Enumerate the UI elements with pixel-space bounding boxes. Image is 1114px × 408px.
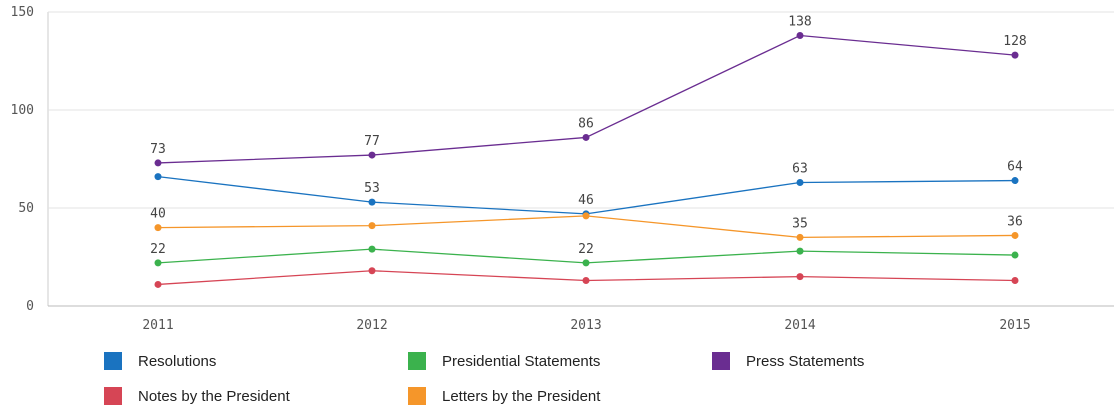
data-point-notes-by-the-president[interactable] (796, 273, 804, 281)
x-tick-label: 2012 (356, 318, 387, 333)
data-point-presidential-statements[interactable] (368, 245, 376, 253)
series-press-statements (154, 32, 1019, 167)
data-point-presidential-statements[interactable] (796, 247, 804, 255)
data-point-letters-by-the-president[interactable] (582, 212, 590, 220)
data-label-resolutions: 46 (578, 193, 594, 208)
legend-label: Presidential Statements (442, 352, 601, 370)
y-tick-label: 50 (18, 201, 34, 216)
data-point-press-statements[interactable] (154, 159, 162, 167)
data-point-notes-by-the-president[interactable] (154, 280, 162, 288)
y-axis-ticks: 0 50 100 150 (11, 5, 34, 314)
data-label-letters-by-the-president: 35 (792, 216, 808, 231)
x-tick-label: 2014 (784, 318, 815, 333)
legend-swatch (408, 387, 426, 405)
data-point-press-statements[interactable] (796, 32, 804, 40)
gridlines (47, 11, 1114, 307)
data-point-press-statements[interactable] (582, 133, 590, 141)
x-tick-label: 2015 (999, 318, 1030, 333)
data-point-letters-by-the-president[interactable] (796, 233, 804, 241)
legend-item-presidential-statements[interactable]: Presidential Statements (408, 351, 600, 371)
legend-item-notes-by-the-president[interactable]: Notes by the President (104, 386, 290, 406)
series-letters-by-the-president (154, 212, 1019, 241)
x-tick-label: 2011 (142, 318, 173, 333)
data-labels: 53 46 63 64 22 22 73 77 86 138 128 40 35 36 (150, 15, 1027, 257)
data-point-resolutions[interactable] (368, 198, 376, 206)
data-label-press-statements: 128 (1003, 34, 1026, 49)
legend-label: Resolutions (138, 352, 217, 370)
data-label-letters-by-the-president: 40 (150, 207, 166, 222)
line-chart: 0 50 100 150 2011 2012 2013 2014 2015 53 46 63 64 2… (11, 5, 1114, 333)
data-label-resolutions: 53 (364, 181, 380, 196)
series-lines (154, 32, 1019, 288)
data-label-press-statements: 73 (150, 142, 166, 157)
data-point-resolutions[interactable] (1011, 177, 1019, 185)
data-label-letters-by-the-president: 36 (1007, 214, 1023, 229)
data-label-press-statements: 86 (578, 116, 594, 131)
data-point-resolutions[interactable] (154, 173, 162, 181)
data-point-letters-by-the-president[interactable] (368, 222, 376, 230)
series-notes-by-the-president (154, 267, 1019, 288)
series-line-press-statements (157, 34, 1016, 164)
legend-swatch (712, 352, 730, 370)
data-point-presidential-statements[interactable] (582, 259, 590, 267)
data-label-press-statements: 77 (364, 134, 380, 149)
data-label-presidential-statements: 22 (150, 242, 166, 257)
legend-swatch (104, 352, 122, 370)
data-point-notes-by-the-president[interactable] (368, 267, 376, 275)
legend-label: Letters by the President (442, 387, 601, 405)
legend-swatch (104, 387, 122, 405)
data-label-press-statements: 138 (788, 15, 811, 30)
data-point-letters-by-the-president[interactable] (154, 224, 162, 232)
data-point-resolutions[interactable] (796, 179, 804, 187)
y-tick-label: 0 (26, 299, 34, 314)
data-label-resolutions: 63 (792, 162, 808, 177)
legend: Resolutions Presidential Statements Press … (0, 343, 1114, 408)
data-point-presidential-statements[interactable] (154, 259, 162, 267)
x-tick-label: 2013 (570, 318, 601, 333)
data-point-press-statements[interactable] (368, 151, 376, 159)
data-point-presidential-statements[interactable] (1011, 251, 1019, 259)
legend-item-resolutions[interactable]: Resolutions (104, 351, 216, 371)
x-axis-ticks: 2011 2012 2013 2014 2015 (142, 318, 1030, 333)
y-tick-label: 100 (11, 103, 34, 118)
legend-item-press-statements[interactable]: Press Statements (712, 351, 864, 371)
data-label-resolutions: 64 (1007, 160, 1023, 175)
series-presidential-statements (154, 245, 1019, 267)
legend-label: Notes by the President (138, 387, 290, 405)
legend-swatch (408, 352, 426, 370)
legend-label: Press Statements (746, 352, 865, 370)
legend-item-letters-by-the-president[interactable]: Letters by the President (408, 386, 600, 406)
data-point-letters-by-the-president[interactable] (1011, 231, 1019, 239)
y-tick-label: 150 (11, 5, 34, 20)
data-point-notes-by-the-president[interactable] (582, 277, 590, 285)
data-label-presidential-statements: 22 (578, 242, 594, 257)
data-point-notes-by-the-president[interactable] (1011, 277, 1019, 285)
data-point-press-statements[interactable] (1011, 51, 1019, 59)
